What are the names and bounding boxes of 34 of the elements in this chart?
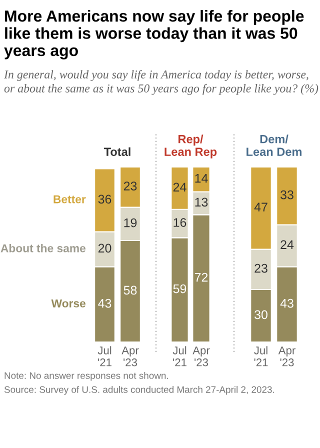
data-label: 33 (280, 190, 294, 200)
data-label: 20 (98, 244, 112, 253)
data-label: 43 (98, 298, 112, 308)
data-label: 59 (173, 284, 186, 294)
x-axis-title: Rep/ Lean Rep (164, 134, 217, 158)
data-label: 47 (254, 202, 268, 212)
x-axis-title: Total (104, 147, 130, 156)
x-tick-label: Jul '21 (172, 346, 186, 366)
x-axis-title: Dem/ Lean Dem (246, 134, 302, 156)
x-tick-label: Apr '23 (278, 346, 296, 366)
data-label: 16 (174, 218, 186, 227)
data-label: 23 (254, 264, 268, 273)
data-label: 58 (124, 286, 137, 295)
data-label: 23 (124, 182, 137, 190)
x-tick-label: Jul '21 (98, 346, 112, 366)
data-label: 13 (195, 198, 208, 207)
chart-title: More Americans now say life for people like them is worse today than it was 50 years ago (4, 10, 304, 60)
x-tick-label: Apr '23 (122, 346, 139, 366)
data-label: 72 (194, 272, 208, 282)
source-note: Source: Survey of U.S. adults conducted March 27-April 2, 2023. (4, 386, 274, 395)
series-label: Worse (51, 299, 86, 308)
data-label: 36 (98, 194, 112, 204)
x-tick-label: Jul '21 (254, 346, 268, 366)
data-label: 30 (254, 310, 268, 320)
chart-subtitle: In general, would you say life in America today is better, worse, or about the same as it was 50 years ago for people like you? (%) (4, 70, 318, 95)
series-label: About the same (0, 244, 86, 252)
series-label: Better (54, 195, 86, 204)
data-label: 43 (280, 298, 294, 308)
data-label: 24 (173, 182, 186, 192)
data-label: 24 (280, 240, 294, 249)
text: Note: No answer responses not shown. (4, 372, 168, 381)
data-label: 14 (195, 174, 208, 183)
data-label: 19 (124, 218, 137, 228)
x-tick-label: Apr '23 (192, 346, 210, 366)
